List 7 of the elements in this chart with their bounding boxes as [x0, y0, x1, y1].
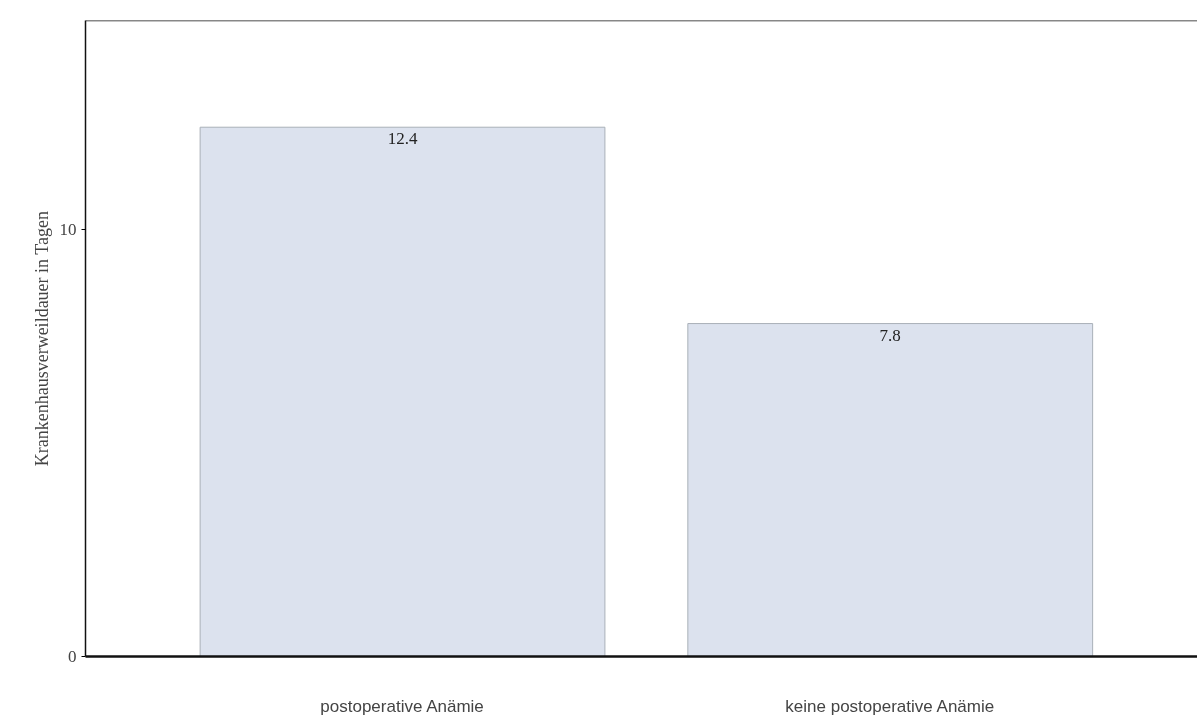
data-label: 12.4 — [387, 129, 418, 149]
data-label: 7.8 — [879, 325, 901, 345]
y-axis-title: Krankenhausverweildauer in Tagen — [31, 211, 52, 467]
x-tick-label: keine postoperative Anämie — [785, 696, 995, 716]
y-tick-label: 0 — [68, 647, 77, 666]
y-tick-label: 10 — [59, 220, 77, 240]
x-tick-label: postoperative Anämie — [320, 696, 484, 716]
